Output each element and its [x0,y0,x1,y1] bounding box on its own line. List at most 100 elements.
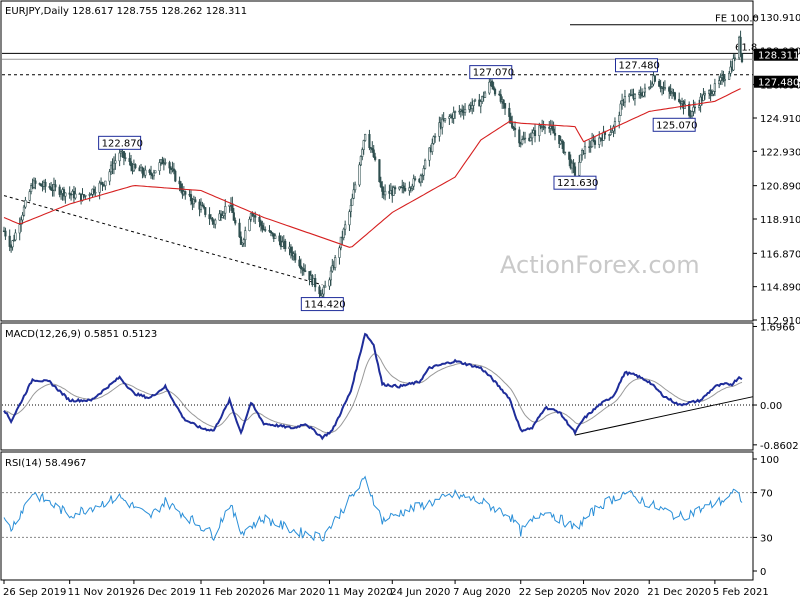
candle-body [739,36,742,54]
candle-body [154,170,157,174]
candle-body [248,218,251,231]
price-y-tick-label: 120.890 [760,182,800,193]
candle-body [663,87,667,90]
candle-body [241,242,244,245]
candle-body [452,112,455,119]
candle-body [688,103,691,116]
candle-body [361,149,364,157]
candle-body [322,286,325,295]
candle-body [421,174,424,177]
candle-body [404,187,407,191]
candle-body [179,183,183,191]
candle-body [314,278,317,288]
candle-body [92,188,96,193]
candle-body [251,213,254,217]
candle-body [374,156,377,160]
candle-body [538,125,541,137]
price-panel-title: EURJPY,Daily 128.617 128.755 128.262 128… [5,6,247,17]
x-tick-label: 11 May 2020 [327,587,392,598]
candle-body [461,109,464,112]
candle-body [299,265,303,270]
candle-body [158,162,161,171]
price-annotations: 122.870 114.420 127.070 121.630 127.480 125.0… [98,58,698,312]
candle-body [89,193,93,196]
candle-body [471,105,474,109]
candle-body [349,204,352,212]
macd-y-tick-label: -0.8602 [760,441,799,452]
candles [2,30,744,302]
x-tick-label: 26 Dec 2019 [132,587,196,598]
candle-body [394,187,397,190]
candle-body [122,151,126,159]
candle-body [523,137,527,140]
candle-body [411,185,414,189]
candle-body [232,212,235,221]
candle-body [294,253,297,261]
candle-body [553,132,557,136]
price-trendline [3,195,323,286]
candle-body [249,213,253,220]
candle-body [302,268,305,272]
candle-body [269,230,273,233]
candle-body [499,94,502,102]
candle-body [34,180,37,184]
candle-body [84,195,87,197]
x-tick-label: 22 Sep 2020 [519,587,582,598]
candle-body [331,265,334,272]
annotation-label: 127.070 [473,68,514,79]
candle-body [561,140,564,143]
candle-body [351,197,354,206]
candle-body [552,128,555,134]
candle-body [583,146,587,154]
candle-body [129,161,133,167]
candle-body [589,146,592,148]
candle-body [718,80,721,85]
candle-body [134,164,137,169]
candle-body [693,106,696,109]
price-y-tick-label: 114.890 [760,283,800,294]
candle-body [12,239,16,242]
candle-body [562,141,565,153]
candle-body [172,168,175,172]
candle-body [432,136,435,144]
candle-body [271,232,274,234]
candle-body [578,161,581,176]
candle-body [4,230,7,237]
candle-body [702,94,705,101]
candle-body [289,246,293,253]
rsi-y-tick-label: 0 [760,567,766,578]
candle-body [653,75,657,82]
candle-body [503,103,507,109]
candle-body [354,184,357,191]
candle-body [402,185,405,189]
candle-body [98,182,101,193]
candle-body [458,110,461,113]
candle-body [358,164,361,186]
candle-body [8,235,11,247]
macd-panel-frame [0,322,754,451]
candle-body [222,212,225,216]
watermark: ActionForex.com [500,251,700,279]
price-y-tick-label: 116.870 [760,249,800,260]
candle-body [298,259,301,267]
candle-body [371,148,374,151]
x-tick-label: 11 Nov 2019 [68,587,132,598]
candle-body [488,81,491,94]
candle-body [342,228,345,238]
candle-body [344,224,347,230]
candle-body [24,199,27,208]
candle-body [529,137,532,141]
candle-body [709,90,712,96]
candle-body [124,157,127,159]
candle-body [254,215,257,218]
candle-body [703,93,706,96]
candle-body [611,130,614,133]
level-label: FE 100.0 [715,14,759,25]
rsi-panel-title: RSI(14) 58.4967 [5,458,86,469]
candle-body [593,140,597,145]
candle-body [408,187,411,191]
candle-body [573,166,577,176]
candle-body [259,221,263,226]
x-tick-label: 5 Feb 2021 [713,587,769,598]
